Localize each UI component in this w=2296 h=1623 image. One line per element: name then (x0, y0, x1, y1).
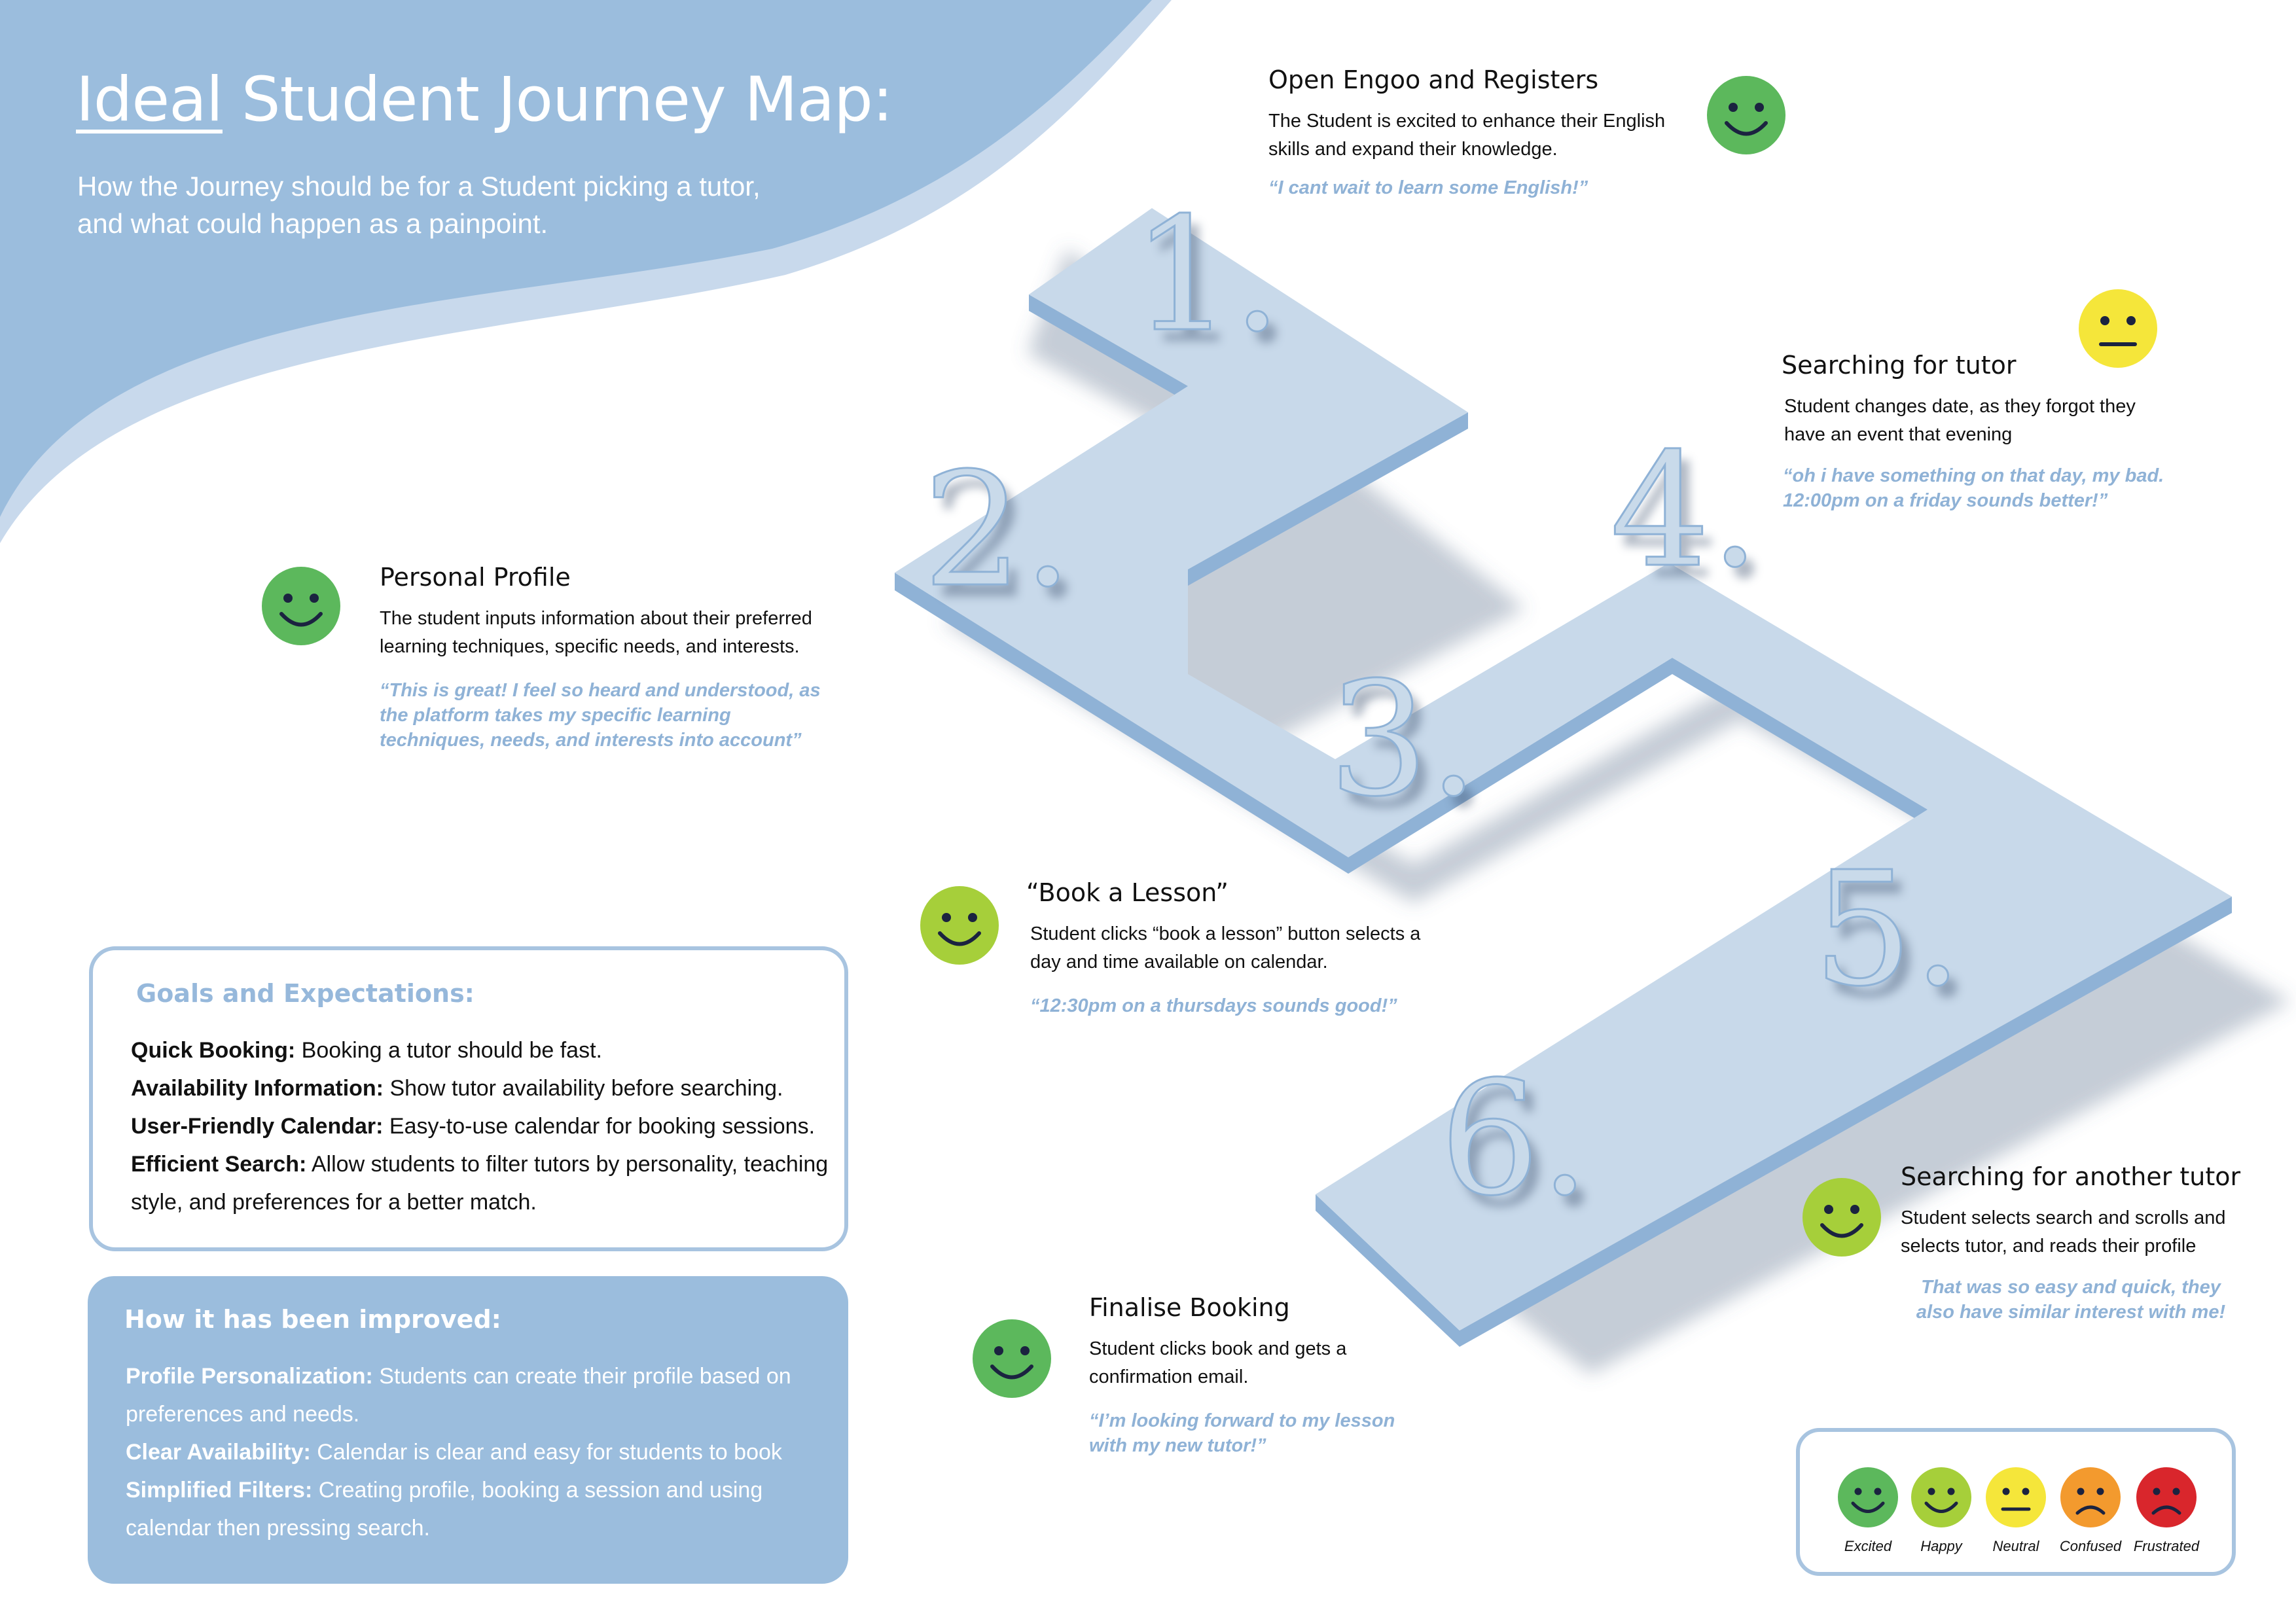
stage-title: Searching for another tutor (1901, 1162, 2241, 1191)
stage-description: Student clicks book and gets a confirmat… (1089, 1338, 1347, 1387)
step-number-4: 4. (1609, 419, 1761, 602)
stage-title: Open Engoo and Registers (1268, 65, 1599, 94)
improved-list: Profile Personalization: Students can cr… (126, 1357, 826, 1547)
goal-item: User-Friendly Calendar: Easy-to-use cale… (131, 1107, 831, 1145)
improved-item: Simplified Filters: Creating profile, bo… (126, 1471, 826, 1547)
goal-item: Availability Information: Show tutor ava… (131, 1069, 831, 1107)
subtitle-line-2: and what could happen as a painpoint. (77, 208, 548, 239)
stage-finalise-booking: Finalise Booking Student clicks book and… (1089, 1293, 1456, 1458)
happy-face-icon (1911, 1467, 1971, 1527)
stage-book-lesson: “Book a Lesson” Student clicks “book a l… (1026, 878, 1445, 1018)
improved-item: Profile Personalization: Students can cr… (126, 1357, 826, 1433)
stage-description: The student inputs information about the… (380, 608, 812, 657)
legend-label-confused: Confused (2059, 1538, 2122, 1554)
stage-title: “Book a Lesson” (1026, 878, 1229, 907)
goal-label: Quick Booking: (131, 1038, 296, 1063)
legend-faces (1838, 1467, 2197, 1527)
stage-description: The Student is excited to enhance their … (1268, 111, 1666, 160)
happy-face-icon (1803, 1178, 1881, 1257)
stage-quote: That was so easy and quick, they also ha… (1916, 1277, 2226, 1323)
goals-panel: Goals and Expectations: Quick Booking: B… (89, 946, 848, 1251)
subtitle-line-1: How the Journey should be for a Student … (77, 171, 761, 202)
stage-personal-profile: Personal Profile The student inputs info… (380, 563, 851, 753)
stage-description: Student selects search and scrolls and s… (1901, 1207, 2226, 1257)
goal-text: Booking a tutor should be fast. (295, 1038, 602, 1063)
goal-label: User-Friendly Calendar: (131, 1114, 384, 1139)
goals-title: Goals and Expectations: (136, 979, 475, 1008)
stage-title: Finalise Booking (1089, 1293, 1290, 1322)
goals-list: Quick Booking: Booking a tutor should be… (131, 1031, 831, 1221)
stage-quote: “I cant wait to learn some English!” (1268, 177, 1588, 198)
goal-text: Show tutor availability before searching… (384, 1076, 783, 1101)
title-ideal: Ideal (76, 64, 223, 135)
step-number-1: 1. (1132, 183, 1283, 366)
stage-title: Searching for tutor (1782, 351, 2017, 380)
page-subtitle: How the Journey should be for a Student … (77, 168, 863, 242)
stage-quote: “I’m looking forward to my lesson with m… (1089, 1410, 1395, 1456)
excited-face-icon (1707, 76, 1785, 154)
improved-label: Simplified Filters: (126, 1478, 313, 1503)
goal-text: Easy-to-use calendar for booking session… (383, 1114, 816, 1139)
goal-item: Efficient Search: Allow students to filt… (131, 1145, 831, 1221)
neutral-face-icon (2079, 289, 2157, 368)
stage-quote: “This is great! I feel so heard and unde… (380, 680, 821, 751)
goal-label: Availability Information: (131, 1076, 384, 1101)
improved-item: Clear Availability: Calendar is clear an… (126, 1433, 826, 1471)
goal-item: Quick Booking: Booking a tutor should be… (131, 1031, 831, 1069)
stage-description: Student changes date, as they forgot the… (1784, 396, 2136, 445)
page-title: Ideal Student Journey Map: (76, 64, 893, 135)
legend-label-neutral: Neutral (1992, 1538, 2039, 1554)
step-number-2: 2. (922, 438, 1074, 622)
improved-text: Students can create their profile based … (126, 1364, 791, 1427)
improved-text: Calendar is clear and easy for students … (310, 1440, 782, 1465)
excited-face-icon (1838, 1467, 1898, 1527)
stage-searching-another-tutor: Searching for another tutor Student sele… (1901, 1162, 2267, 1325)
happy-face-icon (920, 886, 999, 965)
legend-label-excited: Excited (1844, 1538, 1892, 1554)
stage-description: Student clicks “book a lesson” button se… (1030, 923, 1421, 972)
step-number-5: 5. (1812, 838, 1964, 1021)
stage-open-engoo: Open Engoo and Registers The Student is … (1268, 65, 1727, 200)
stage-title: Personal Profile (380, 563, 571, 592)
goal-text: Allow students to filter tutors by perso… (131, 1152, 829, 1215)
improved-label: Clear Availability: (126, 1440, 311, 1465)
excited-face-icon (262, 567, 340, 645)
improved-panel: How it has been improved: Profile Person… (88, 1276, 848, 1584)
step-number-6: 6. (1439, 1047, 1591, 1230)
stage-quote: “12:30pm on a thursdays sounds good!” (1030, 995, 1397, 1016)
goal-label: Efficient Search: (131, 1152, 307, 1177)
stage-quote: “oh i have something on that day, my bad… (1783, 465, 2164, 511)
improved-text: Creating profile, booking a session and … (126, 1478, 763, 1541)
legend-label-frustrated: Frustrated (2133, 1538, 2200, 1554)
excited-face-icon (973, 1319, 1051, 1398)
stage-searching-tutor: Searching for tutor Student changes date… (1782, 351, 2200, 513)
improved-label: Profile Personalization: (126, 1364, 373, 1389)
title-rest: Student Journey Map: (222, 64, 893, 135)
neutral-face-icon (1986, 1467, 2046, 1527)
improved-title: How it has been improved: (124, 1305, 501, 1334)
legend-label-happy: Happy (1920, 1538, 1962, 1554)
step-number-3: 3. (1328, 648, 1480, 831)
emotion-legend: Excited Happy Neutral Confused Frustrate… (1796, 1428, 2236, 1576)
frustrated-face-icon (2136, 1467, 2197, 1527)
confused-face-icon (2060, 1467, 2121, 1527)
